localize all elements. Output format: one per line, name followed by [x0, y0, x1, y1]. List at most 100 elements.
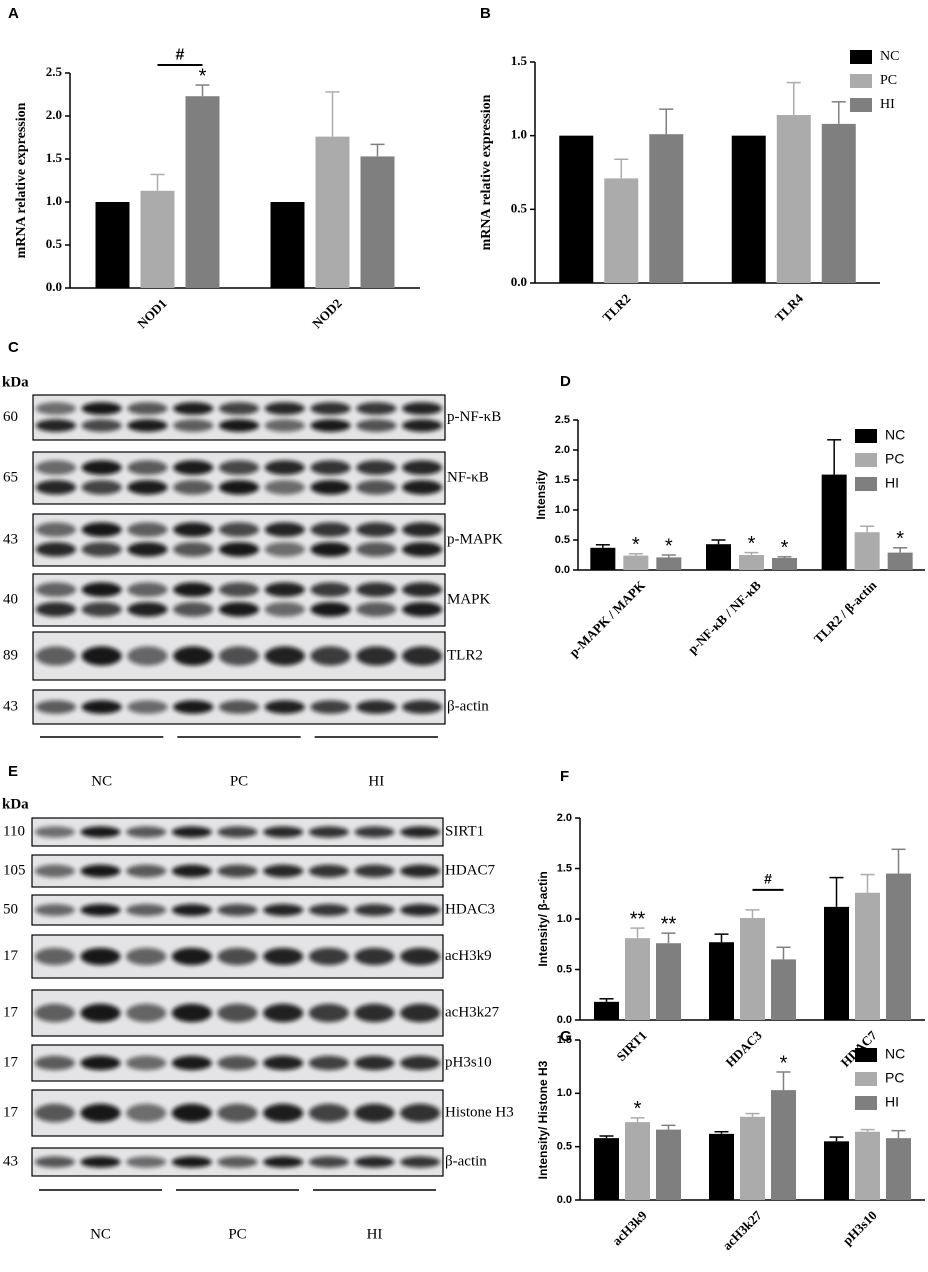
bar [855, 1131, 880, 1200]
blot-band [171, 864, 212, 878]
blot-band [35, 542, 77, 557]
blot-band [81, 582, 122, 597]
blot-band [127, 460, 168, 475]
blot-band [218, 646, 260, 666]
blot-band [310, 522, 351, 537]
blot-band [34, 1156, 75, 1168]
protein-label: β-actin [447, 698, 489, 714]
y-tick-label: 0.0 [511, 274, 527, 289]
panel-label: E [8, 763, 18, 780]
blot-band [80, 947, 121, 966]
y-tick-label: 2.0 [555, 444, 570, 456]
kda-label: 43 [3, 1153, 18, 1169]
bar [731, 135, 766, 283]
bar [315, 136, 350, 288]
blot-band [263, 1103, 304, 1123]
y-tick-label: 0.5 [511, 200, 528, 215]
blot-band [171, 1003, 212, 1023]
blot-band [401, 542, 443, 557]
blot-band [171, 904, 212, 916]
blot-band [264, 419, 305, 432]
kda-label: 43 [3, 531, 18, 547]
bar [824, 1141, 849, 1200]
bar [656, 557, 682, 570]
blot-band [80, 1103, 121, 1123]
blot-band [354, 1156, 395, 1168]
blot-band [80, 826, 121, 838]
blot-band [356, 480, 397, 495]
y-tick-label: 1.0 [511, 127, 527, 142]
bar [821, 123, 856, 283]
legend-swatch [855, 429, 877, 443]
blot-row [32, 689, 446, 725]
blot-band [308, 904, 349, 916]
blot-band [308, 1103, 349, 1123]
blot-band [173, 646, 214, 666]
blot-band [310, 646, 351, 666]
blot-frame [32, 451, 446, 505]
blot-row [32, 451, 446, 505]
x-tick-label: TLR4 [772, 290, 806, 324]
blot-band [356, 419, 397, 432]
bar [559, 135, 594, 283]
significance-mark: ** [661, 913, 677, 935]
legend-label: NC [880, 49, 899, 64]
bar [854, 532, 880, 570]
blot-band [80, 1003, 121, 1023]
blot-band [81, 542, 122, 557]
blot-band [34, 1003, 75, 1023]
blot-band [217, 1003, 258, 1023]
legend-label: PC [885, 1070, 904, 1086]
bar [185, 96, 220, 288]
kda-label: 17 [3, 1004, 19, 1020]
blot-band [354, 947, 395, 966]
y-tick-label: 0.0 [46, 279, 62, 294]
blot-band [173, 542, 214, 557]
blot-band [171, 826, 212, 838]
blot-band [173, 522, 214, 537]
blot-band [310, 542, 351, 557]
blot-band [35, 419, 77, 432]
panel-label: A [8, 5, 19, 22]
blot-band [127, 402, 168, 415]
blot-band [127, 646, 168, 666]
bracket-mark: # [764, 871, 772, 887]
blot-band [401, 646, 443, 666]
bar [656, 1129, 681, 1200]
bracket-mark: # [176, 46, 185, 63]
blot-band [400, 1055, 441, 1071]
bar [140, 190, 175, 288]
blot-band [263, 864, 304, 878]
blot-band [263, 1003, 304, 1023]
blot-band [354, 864, 395, 878]
panel-label: G [560, 1028, 572, 1045]
protein-label: HDAC3 [445, 901, 495, 917]
kda-label: 17 [3, 1054, 19, 1070]
y-axis-label: Intensity [534, 470, 548, 520]
blot-band [126, 1103, 167, 1123]
significance-mark: * [781, 537, 789, 559]
blot-band [356, 460, 397, 475]
y-tick-label: 1.0 [46, 193, 62, 208]
blot-band [308, 826, 349, 838]
y-tick-label: 2.0 [557, 812, 572, 824]
group-label: HI [367, 1226, 383, 1242]
blot-band [217, 1103, 258, 1123]
blot-row [31, 934, 444, 979]
blot-band [264, 522, 305, 537]
kda-label: 17 [3, 948, 19, 964]
blot-band [356, 402, 397, 415]
bar [772, 558, 797, 570]
blot-band [217, 826, 258, 838]
blot-row [31, 854, 444, 888]
blot-band [310, 402, 351, 415]
blot-band [264, 602, 305, 617]
protein-label: p-NF-κB [447, 409, 501, 425]
blot-band [218, 402, 260, 415]
legend-swatch [855, 453, 877, 467]
legend-label: PC [885, 451, 904, 467]
y-tick-label: 0.5 [557, 1141, 572, 1153]
kda-label: 105 [3, 862, 26, 878]
kda-label: 17 [3, 1104, 19, 1120]
legend-swatch [855, 1096, 877, 1110]
